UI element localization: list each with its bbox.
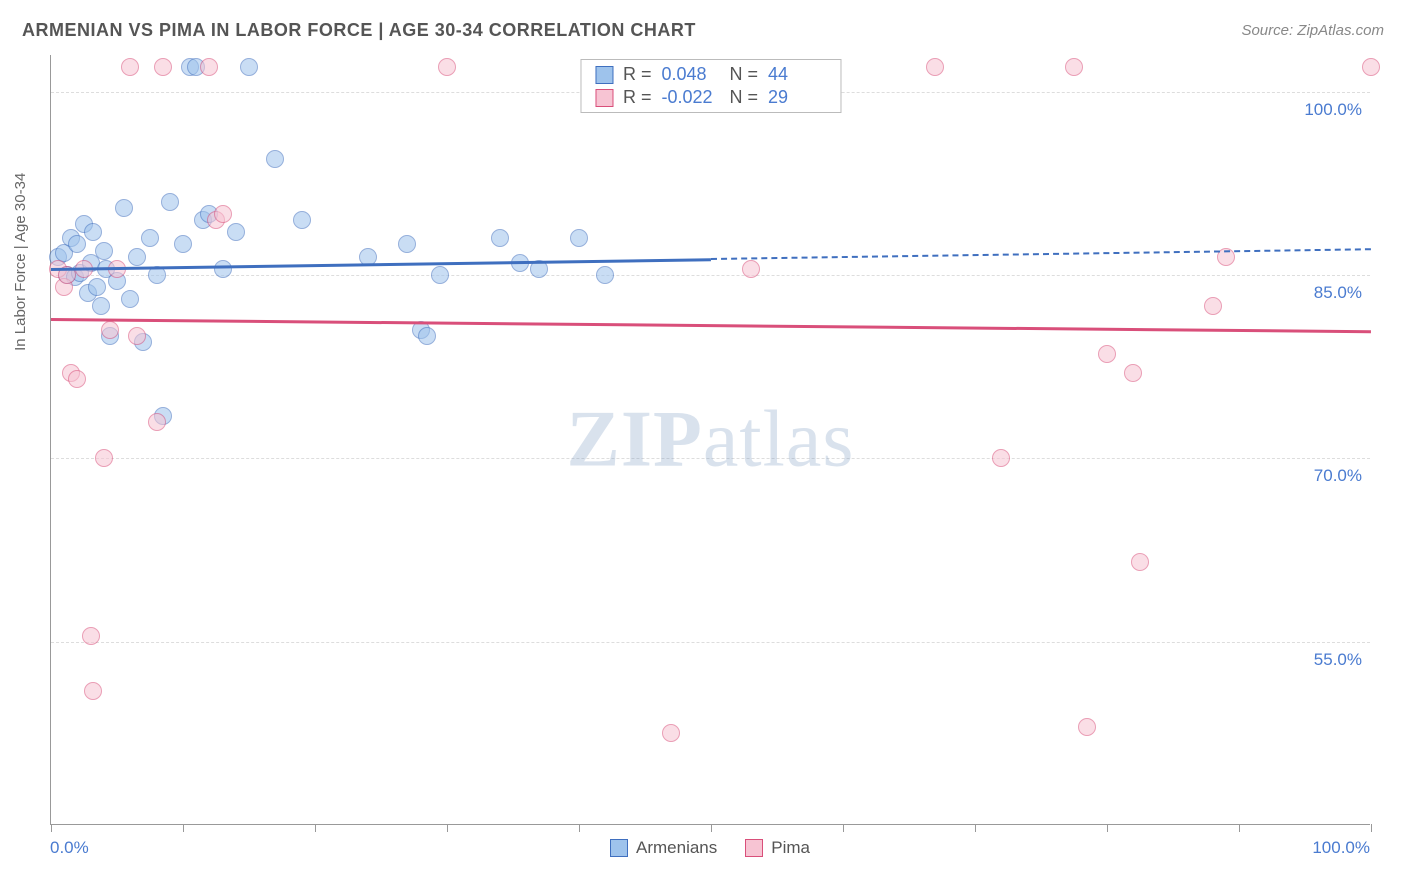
data-point bbox=[266, 150, 284, 168]
data-point bbox=[82, 627, 100, 645]
trend-line bbox=[711, 248, 1371, 260]
data-point bbox=[92, 297, 110, 315]
stats-row: R = 0.048 N = 44 bbox=[595, 64, 826, 85]
y-tick-label: 70.0% bbox=[1314, 466, 1362, 486]
data-point bbox=[418, 327, 436, 345]
x-tick bbox=[51, 824, 52, 832]
data-point bbox=[174, 235, 192, 253]
trend-line bbox=[51, 318, 1371, 333]
data-point bbox=[200, 58, 218, 76]
plot-area: ZIPatlas R = 0.048 N = 44 R = -0.022 N = 29 55.… bbox=[50, 55, 1370, 825]
gridline bbox=[51, 275, 1370, 276]
data-point bbox=[1065, 58, 1083, 76]
watermark-bold: ZIP bbox=[567, 395, 703, 483]
data-point bbox=[95, 242, 113, 260]
watermark-light: atlas bbox=[703, 395, 855, 483]
data-point bbox=[161, 193, 179, 211]
legend-swatch bbox=[610, 839, 628, 857]
x-tick bbox=[1239, 824, 1240, 832]
data-point bbox=[1078, 718, 1096, 736]
data-point bbox=[214, 205, 232, 223]
stat-r-label: R = bbox=[623, 87, 652, 108]
data-point bbox=[68, 235, 86, 253]
data-point bbox=[84, 223, 102, 241]
data-point bbox=[1131, 553, 1149, 571]
data-point bbox=[121, 58, 139, 76]
data-point bbox=[240, 58, 258, 76]
data-point bbox=[293, 211, 311, 229]
x-tick bbox=[1107, 824, 1108, 832]
y-tick-label: 55.0% bbox=[1314, 650, 1362, 670]
x-tick bbox=[315, 824, 316, 832]
x-tick bbox=[975, 824, 976, 832]
data-point bbox=[128, 248, 146, 266]
data-point bbox=[742, 260, 760, 278]
data-point bbox=[662, 724, 680, 742]
data-point bbox=[95, 449, 113, 467]
data-point bbox=[596, 266, 614, 284]
data-point bbox=[141, 229, 159, 247]
data-point bbox=[101, 321, 119, 339]
legend-swatch bbox=[595, 89, 613, 107]
data-point bbox=[1362, 58, 1380, 76]
data-point bbox=[570, 229, 588, 247]
stats-row: R = -0.022 N = 29 bbox=[595, 87, 826, 108]
stat-n-label: N = bbox=[730, 64, 759, 85]
x-tick bbox=[843, 824, 844, 832]
legend-item: Pima bbox=[745, 838, 810, 858]
stats-legend: R = 0.048 N = 44 R = -0.022 N = 29 bbox=[580, 59, 841, 113]
legend-label: Pima bbox=[771, 838, 810, 858]
data-point bbox=[128, 327, 146, 345]
data-point bbox=[88, 278, 106, 296]
y-tick-label: 85.0% bbox=[1314, 283, 1362, 303]
data-point bbox=[1204, 297, 1222, 315]
stat-r-value: 0.048 bbox=[662, 64, 720, 85]
data-point bbox=[68, 370, 86, 388]
header-row: ARMENIAN VS PIMA IN LABOR FORCE | AGE 30… bbox=[22, 20, 1384, 41]
legend-swatch bbox=[745, 839, 763, 857]
data-point bbox=[84, 682, 102, 700]
series-legend: Armenians Pima bbox=[610, 838, 810, 858]
stat-n-label: N = bbox=[730, 87, 759, 108]
data-point bbox=[227, 223, 245, 241]
x-tick bbox=[183, 824, 184, 832]
y-axis-label: In Labor Force | Age 30-34 bbox=[12, 173, 29, 351]
stat-n-value: 29 bbox=[768, 87, 826, 108]
stat-n-value: 44 bbox=[768, 64, 826, 85]
gridline bbox=[51, 642, 1370, 643]
watermark: ZIPatlas bbox=[567, 394, 855, 485]
data-point bbox=[121, 290, 139, 308]
x-axis-max-label: 100.0% bbox=[1312, 838, 1370, 858]
data-point bbox=[148, 413, 166, 431]
data-point bbox=[398, 235, 416, 253]
data-point bbox=[438, 58, 456, 76]
data-point bbox=[992, 449, 1010, 467]
x-axis-min-label: 0.0% bbox=[50, 838, 89, 858]
x-tick bbox=[1371, 824, 1372, 832]
data-point bbox=[1124, 364, 1142, 382]
legend-item: Armenians bbox=[610, 838, 717, 858]
data-point bbox=[431, 266, 449, 284]
legend-swatch bbox=[595, 66, 613, 84]
data-point bbox=[926, 58, 944, 76]
legend-label: Armenians bbox=[636, 838, 717, 858]
x-axis-row: 0.0% Armenians Pima 100.0% bbox=[50, 838, 1370, 878]
x-tick bbox=[447, 824, 448, 832]
data-point bbox=[491, 229, 509, 247]
data-point bbox=[1098, 345, 1116, 363]
x-tick bbox=[711, 824, 712, 832]
source-label: Source: ZipAtlas.com bbox=[1241, 22, 1384, 39]
stat-r-value: -0.022 bbox=[662, 87, 720, 108]
data-point bbox=[214, 260, 232, 278]
x-tick bbox=[579, 824, 580, 832]
data-point bbox=[115, 199, 133, 217]
stat-r-label: R = bbox=[623, 64, 652, 85]
y-tick-label: 100.0% bbox=[1304, 100, 1362, 120]
chart-title: ARMENIAN VS PIMA IN LABOR FORCE | AGE 30… bbox=[22, 20, 696, 41]
gridline bbox=[51, 458, 1370, 459]
data-point bbox=[154, 58, 172, 76]
